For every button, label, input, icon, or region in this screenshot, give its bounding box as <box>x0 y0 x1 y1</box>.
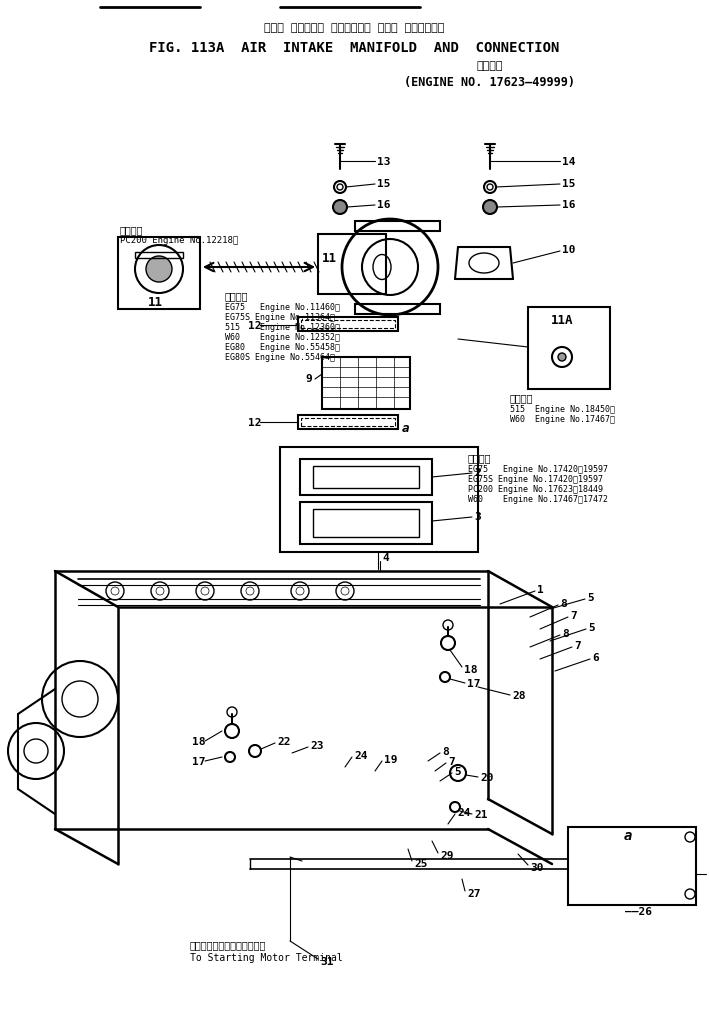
Bar <box>313 467 419 488</box>
Text: 30: 30 <box>530 862 544 872</box>
Text: 31: 31 <box>320 956 333 966</box>
Text: 適用号機: 適用号機 <box>120 225 143 234</box>
Text: EG75S Engine No.11364～: EG75S Engine No.11364～ <box>225 313 335 322</box>
Bar <box>355 222 440 231</box>
Text: 20: 20 <box>480 772 493 783</box>
Text: 14: 14 <box>562 157 576 167</box>
Text: 適用号機: 適用号機 <box>476 61 503 71</box>
Text: 2: 2 <box>474 468 481 478</box>
Text: 8: 8 <box>562 629 569 638</box>
Text: 適用号機: 適用号機 <box>510 392 533 403</box>
Text: PC200 Engine No.17623～18449: PC200 Engine No.17623～18449 <box>468 485 603 494</box>
Bar <box>298 318 398 331</box>
Text: 515  Engine No.18450～: 515 Engine No.18450～ <box>510 406 615 414</box>
Bar <box>313 510 419 537</box>
Text: 4: 4 <box>382 552 389 562</box>
Text: a: a <box>624 828 632 842</box>
Text: 7: 7 <box>570 610 576 621</box>
Text: 12: 12 <box>248 418 262 428</box>
Text: 11: 11 <box>148 296 163 308</box>
Bar <box>118 237 200 310</box>
Bar <box>528 308 610 389</box>
Text: 11: 11 <box>322 252 337 264</box>
Text: 24: 24 <box>457 807 471 817</box>
Circle shape <box>146 257 172 282</box>
Text: a: a <box>402 421 410 434</box>
Text: 23: 23 <box>310 740 323 750</box>
Bar <box>135 253 183 259</box>
Text: 7: 7 <box>574 640 581 650</box>
Text: 1: 1 <box>537 585 544 594</box>
Text: 27: 27 <box>467 889 481 898</box>
Text: 5: 5 <box>454 766 461 776</box>
Bar <box>301 321 395 329</box>
Circle shape <box>558 354 566 362</box>
Text: 8: 8 <box>560 598 566 608</box>
Text: 9: 9 <box>305 374 312 383</box>
Circle shape <box>333 201 347 215</box>
Text: EG80S Engine No.55464～: EG80S Engine No.55464～ <box>225 354 335 362</box>
Text: 12: 12 <box>248 321 262 331</box>
Text: EG80   Engine No.55458～: EG80 Engine No.55458～ <box>225 343 340 353</box>
Text: 10: 10 <box>562 245 576 255</box>
Text: 29: 29 <box>440 850 454 860</box>
Circle shape <box>483 201 497 215</box>
Bar <box>355 305 440 315</box>
Text: 21: 21 <box>474 809 488 819</box>
Bar <box>318 234 386 294</box>
Bar <box>568 827 696 905</box>
Text: 15: 15 <box>377 178 391 189</box>
Text: 適用号機: 適用号機 <box>225 290 248 301</box>
Text: 18: 18 <box>192 737 206 746</box>
Text: 17: 17 <box>467 679 481 688</box>
Bar <box>301 419 395 427</box>
Text: W60  Engine No.17467～: W60 Engine No.17467～ <box>510 415 615 424</box>
Text: 19: 19 <box>384 754 398 764</box>
Text: 8: 8 <box>442 746 449 756</box>
Text: EG75   Engine No.17420～19597: EG75 Engine No.17420～19597 <box>468 465 608 474</box>
Text: FIG. 113A  AIR  INTAKE  MANIFOLD  AND  CONNECTION: FIG. 113A AIR INTAKE MANIFOLD AND CONNEC… <box>149 41 559 55</box>
Text: 17: 17 <box>192 756 206 766</box>
Text: 28: 28 <box>512 690 525 700</box>
Text: 13: 13 <box>377 157 391 167</box>
Text: 18: 18 <box>464 664 477 675</box>
Text: 6: 6 <box>592 652 598 662</box>
Text: エアー  インテーク  マニホールド  および  コネクション: エアー インテーク マニホールド および コネクション <box>264 23 444 33</box>
Text: W60    Engine No.17467～17472: W60 Engine No.17467～17472 <box>468 495 608 504</box>
Text: 24: 24 <box>354 750 367 760</box>
Text: 16: 16 <box>377 200 391 210</box>
Bar <box>280 447 478 552</box>
Text: スターティングモータ端子へ: スターティングモータ端子へ <box>190 940 267 949</box>
Text: 22: 22 <box>277 737 291 746</box>
Text: (ENGINE NO. 17623–49999): (ENGINE NO. 17623–49999) <box>405 75 576 89</box>
Bar <box>300 460 432 495</box>
Text: W60    Engine No.12352～: W60 Engine No.12352～ <box>225 333 340 342</box>
Text: 5: 5 <box>588 623 595 633</box>
Text: 適用号機: 適用号機 <box>468 452 491 463</box>
Text: 11A: 11A <box>551 313 574 326</box>
Text: EG75   Engine No.11460～: EG75 Engine No.11460～ <box>225 304 340 312</box>
Bar <box>300 502 432 544</box>
Text: 515    Engine No.12360～: 515 Engine No.12360～ <box>225 323 340 332</box>
Text: To Starting Motor Terminal: To Starting Motor Terminal <box>190 952 342 962</box>
Text: 16: 16 <box>562 200 576 210</box>
Text: EG75S Engine No.17420～19597: EG75S Engine No.17420～19597 <box>468 475 603 484</box>
Text: 15: 15 <box>562 178 576 189</box>
Bar <box>322 358 410 410</box>
Text: 25: 25 <box>414 858 428 868</box>
Text: 3: 3 <box>474 512 481 522</box>
Text: PC200 Engine No.12218～: PC200 Engine No.12218～ <box>120 235 238 245</box>
Bar <box>298 416 398 430</box>
Text: ——26: ——26 <box>625 906 652 916</box>
Text: 7: 7 <box>448 756 454 766</box>
Text: 5: 5 <box>587 592 593 602</box>
